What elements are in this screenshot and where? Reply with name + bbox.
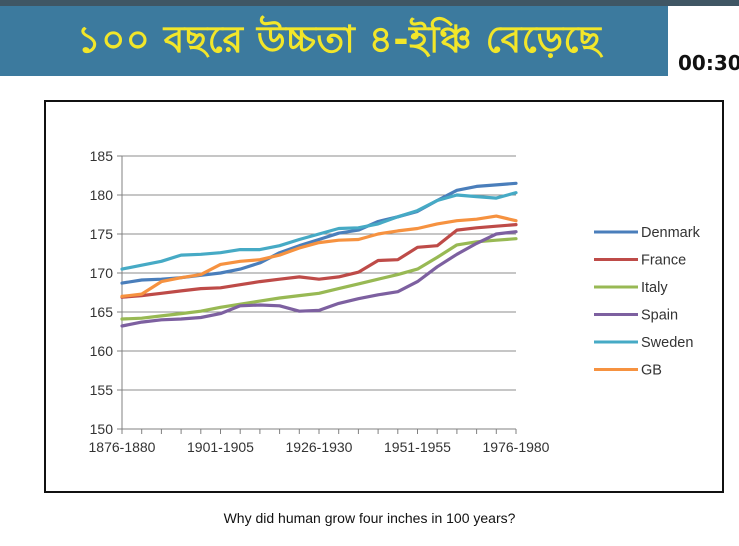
y-tick-label: 160: [90, 343, 114, 359]
series-line-spain: [120, 230, 518, 328]
series-line-italy: [120, 237, 518, 321]
legend-label-spain: Spain: [641, 308, 678, 324]
top-strip: [0, 0, 739, 6]
chart-caption: Why did human grow four inches in 100 ye…: [223, 510, 516, 526]
x-tick-label: 1901-1905: [187, 439, 254, 455]
legend: Denmark France Italy Spain Sweden GB: [594, 225, 701, 379]
legend-label-denmark: Denmark: [641, 225, 701, 241]
legend-label-france: France: [641, 253, 686, 269]
banner-right-strip: [668, 6, 739, 36]
tick-labels: 150 155 160 165 170 175 180 185 1876-1880 1901-19…: [89, 148, 550, 455]
y-tick-label: 175: [90, 226, 114, 242]
legend-label-sweden: Sweden: [641, 335, 693, 351]
y-tick-label: 180: [90, 187, 114, 203]
x-tick-label: 1976-1980: [483, 439, 550, 455]
x-tick-label: 1926-1930: [286, 439, 353, 455]
legend-label-italy: Italy: [641, 280, 668, 296]
axes: [117, 155, 517, 434]
series-line-sweden: [120, 191, 518, 271]
x-tick-label: 1876-1880: [89, 439, 156, 455]
banner-title: ১০০ বছরে উচ্চতা ৪-ইঞ্চি বেড়েছে: [76, 17, 602, 61]
legend-label-gb: GB: [641, 363, 662, 379]
y-tick-label: 170: [90, 265, 114, 281]
line-chart: 150 155 160 165 170 175 180 185 1876-1880 1901-19…: [89, 148, 701, 455]
series-lines: [120, 181, 518, 328]
chart-frame: 150 155 160 165 170 175 180 185 1876-1880 1901-19…: [44, 100, 724, 493]
series-line-gb: [120, 214, 518, 298]
timer-display: 00:30: [671, 46, 739, 80]
x-tick-label: 1951-1955: [384, 439, 451, 455]
y-tick-label: 155: [90, 382, 114, 398]
title-banner: ১০০ বছরে উচ্চতা ৪-ইঞ্চি বেড়েছে: [0, 6, 668, 76]
y-tick-label: 165: [90, 304, 114, 320]
y-tick-label: 150: [90, 421, 114, 437]
series-line-france: [120, 222, 518, 299]
y-tick-label: 185: [90, 148, 114, 164]
